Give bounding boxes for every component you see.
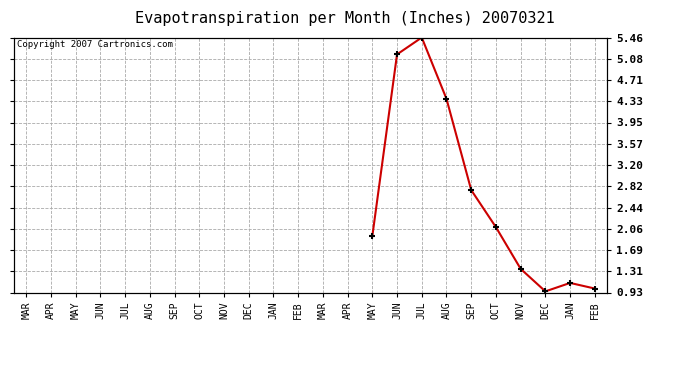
Text: Evapotranspiration per Month (Inches) 20070321: Evapotranspiration per Month (Inches) 20…: [135, 11, 555, 26]
Text: Copyright 2007 Cartronics.com: Copyright 2007 Cartronics.com: [17, 40, 172, 49]
